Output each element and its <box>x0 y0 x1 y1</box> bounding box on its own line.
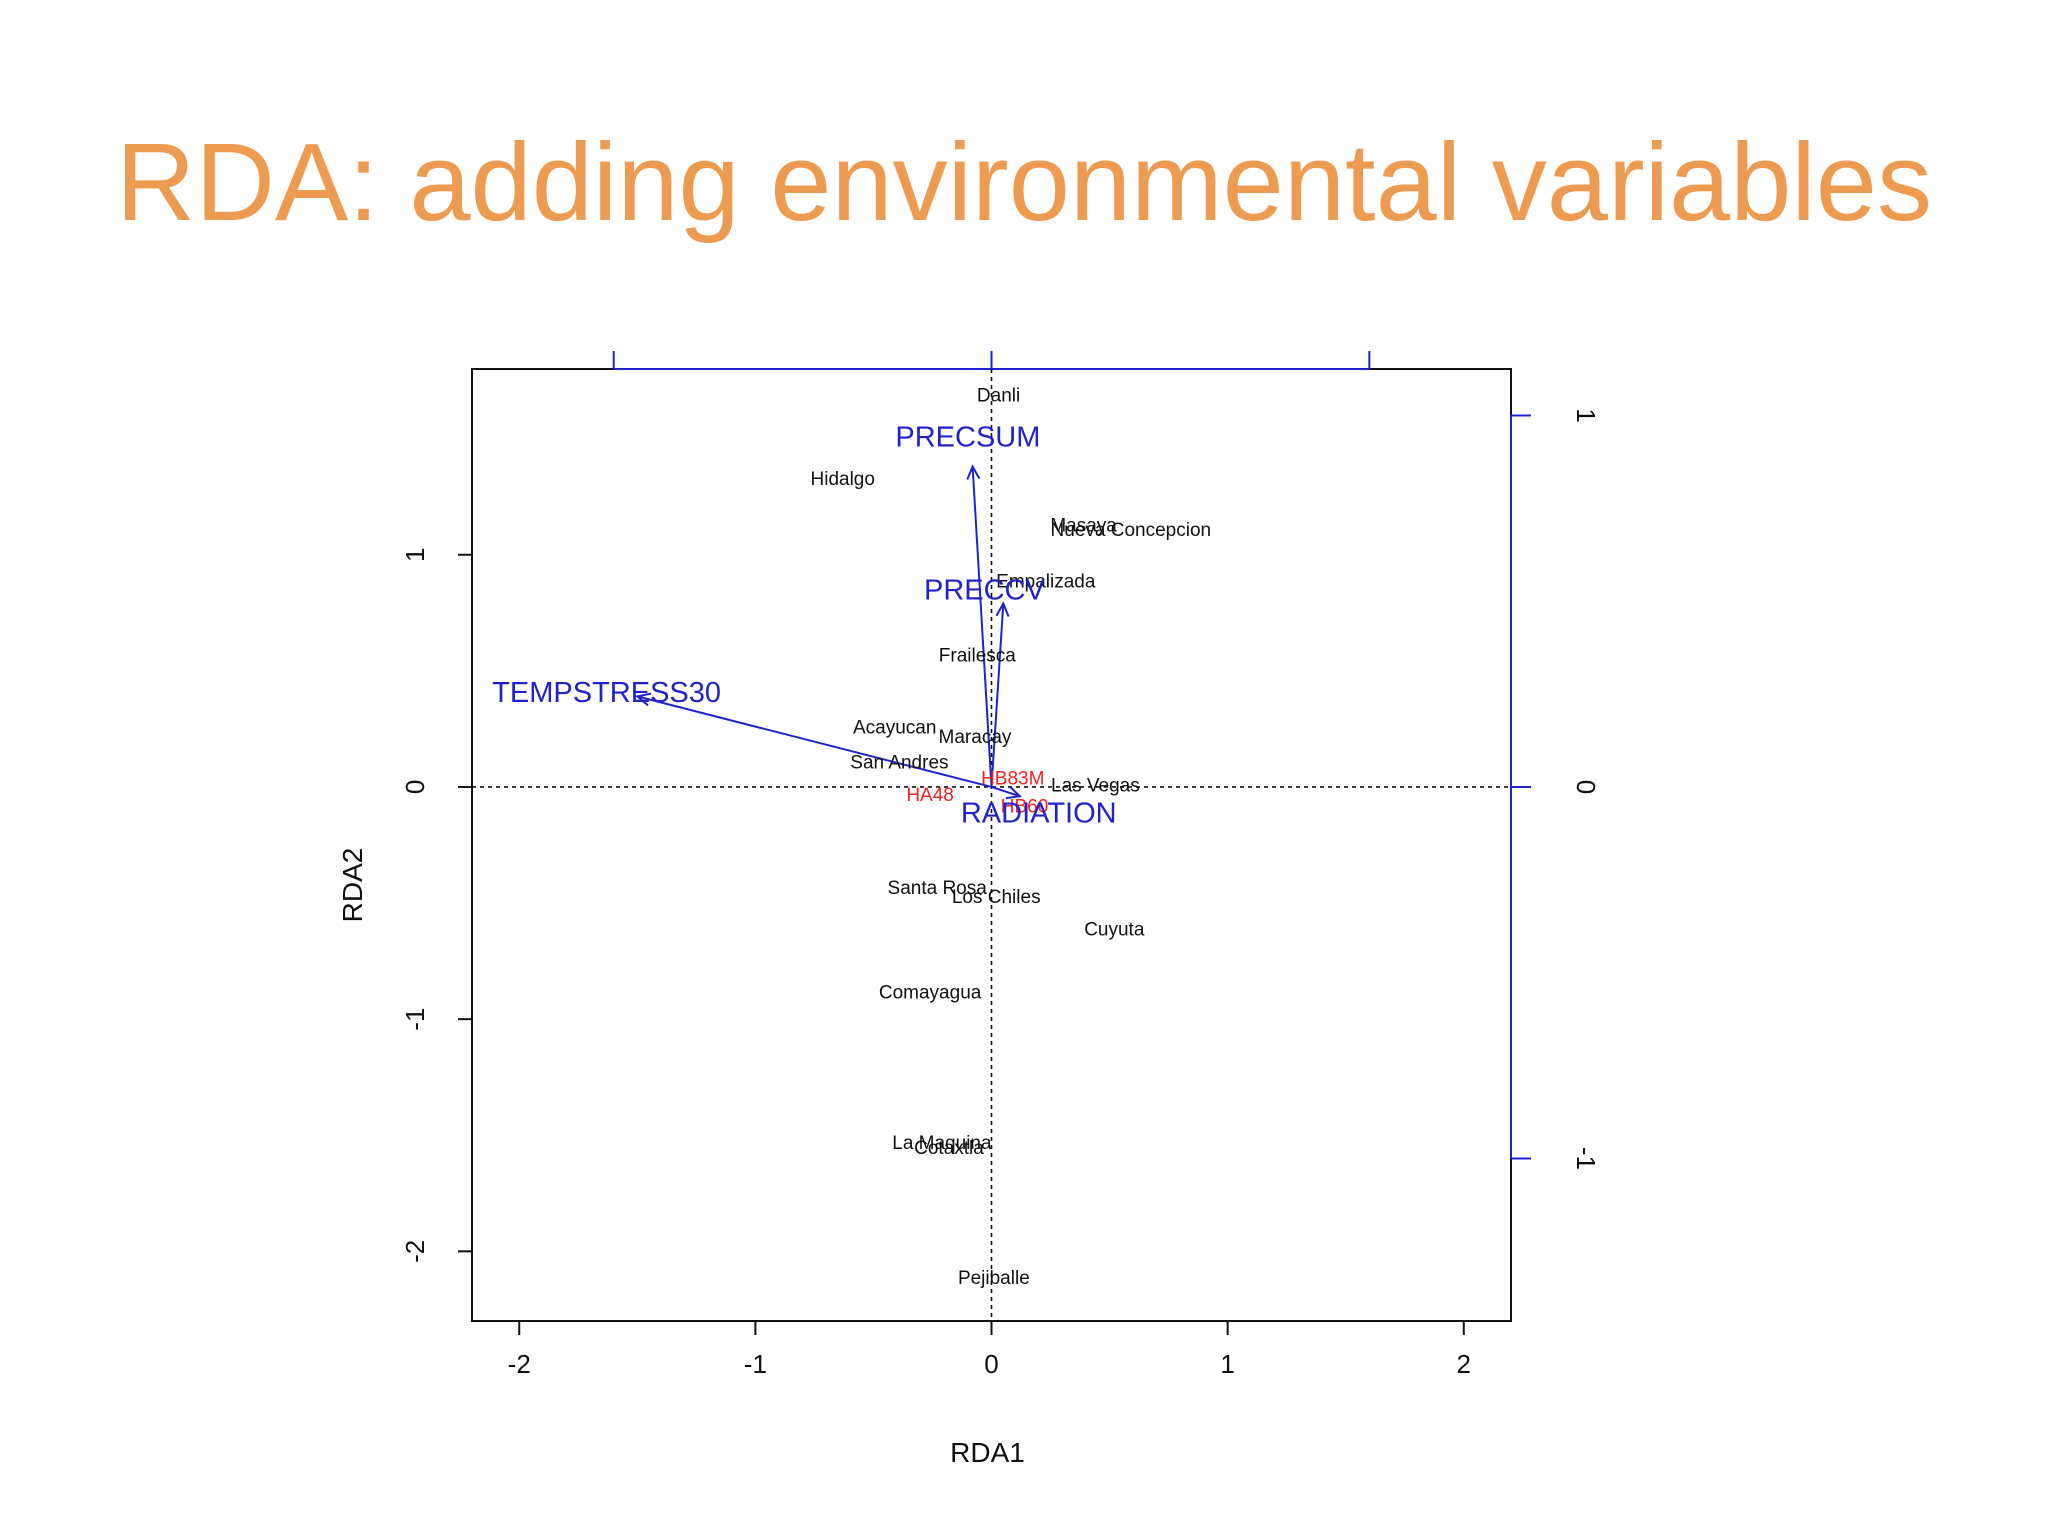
site-label: Cotaxtla <box>914 1138 984 1159</box>
site-label: Danli <box>977 386 1020 407</box>
x-tick-label: -2 <box>508 1349 531 1379</box>
species-label: HA48 <box>906 785 954 806</box>
biplot-arrow-label: PRECCV <box>924 575 1046 607</box>
x-tick-label: 0 <box>984 1349 998 1379</box>
y-tick-label: -2 <box>400 1240 430 1263</box>
x-tick-label: -1 <box>744 1349 767 1379</box>
site-label: Los Chiles <box>952 887 1041 908</box>
y-tick-label: 1 <box>400 548 430 562</box>
slide-title: RDA: adding environmental variables <box>116 121 1932 244</box>
site-label: Hidalgo <box>811 469 875 490</box>
site-label: Maracay <box>939 727 1012 748</box>
biplot-arrow <box>990 603 1005 788</box>
site-label: Las Vegas <box>1051 776 1140 797</box>
site-label: Cuyuta <box>1084 920 1145 941</box>
site-label: San Andres <box>850 752 948 773</box>
species-label: HB83M <box>981 769 1044 790</box>
biplot-arrow-label: RADIATION <box>961 797 1117 829</box>
x-tick-label: 1 <box>1220 1349 1234 1379</box>
right-tick-label: 1 <box>1571 408 1601 422</box>
y-tick-label: 0 <box>400 780 430 794</box>
y-axis-label: RDA2 <box>337 848 368 923</box>
y-tick-label: -1 <box>400 1008 430 1031</box>
biplot-arrow <box>971 466 993 788</box>
site-label: La Maquina <box>892 1133 992 1154</box>
biplot-arrowhead <box>1005 785 1023 800</box>
species-label: HB60 <box>1001 797 1049 818</box>
right-tick-label: -1 <box>1571 1147 1601 1170</box>
biplot-arrow <box>991 786 1021 798</box>
site-label: Masaya <box>1050 516 1117 537</box>
site-label: Empalizada <box>996 571 1096 592</box>
x-tick-label: 2 <box>1457 1349 1471 1379</box>
biplot-arrow-label: PRECSUM <box>895 421 1040 453</box>
right-tick-label: 0 <box>1571 780 1601 794</box>
site-label: Acayucan <box>853 718 936 739</box>
biplot-arrow <box>637 695 992 788</box>
biplot-arrow-label: TEMPSTRESS30 <box>492 677 721 709</box>
site-label: Santa Rosa <box>888 878 988 899</box>
site-label: Nueva Concepcion <box>1051 520 1212 541</box>
biplot-arrowhead <box>995 601 1010 617</box>
biplot-arrowhead <box>635 692 652 707</box>
site-label: Pejiballe <box>958 1268 1030 1289</box>
site-label: Frailesca <box>939 646 1017 667</box>
biplot-arrowhead <box>966 464 981 480</box>
x-axis-label: RDA1 <box>950 1437 1025 1468</box>
site-label: Comayagua <box>879 982 982 1003</box>
